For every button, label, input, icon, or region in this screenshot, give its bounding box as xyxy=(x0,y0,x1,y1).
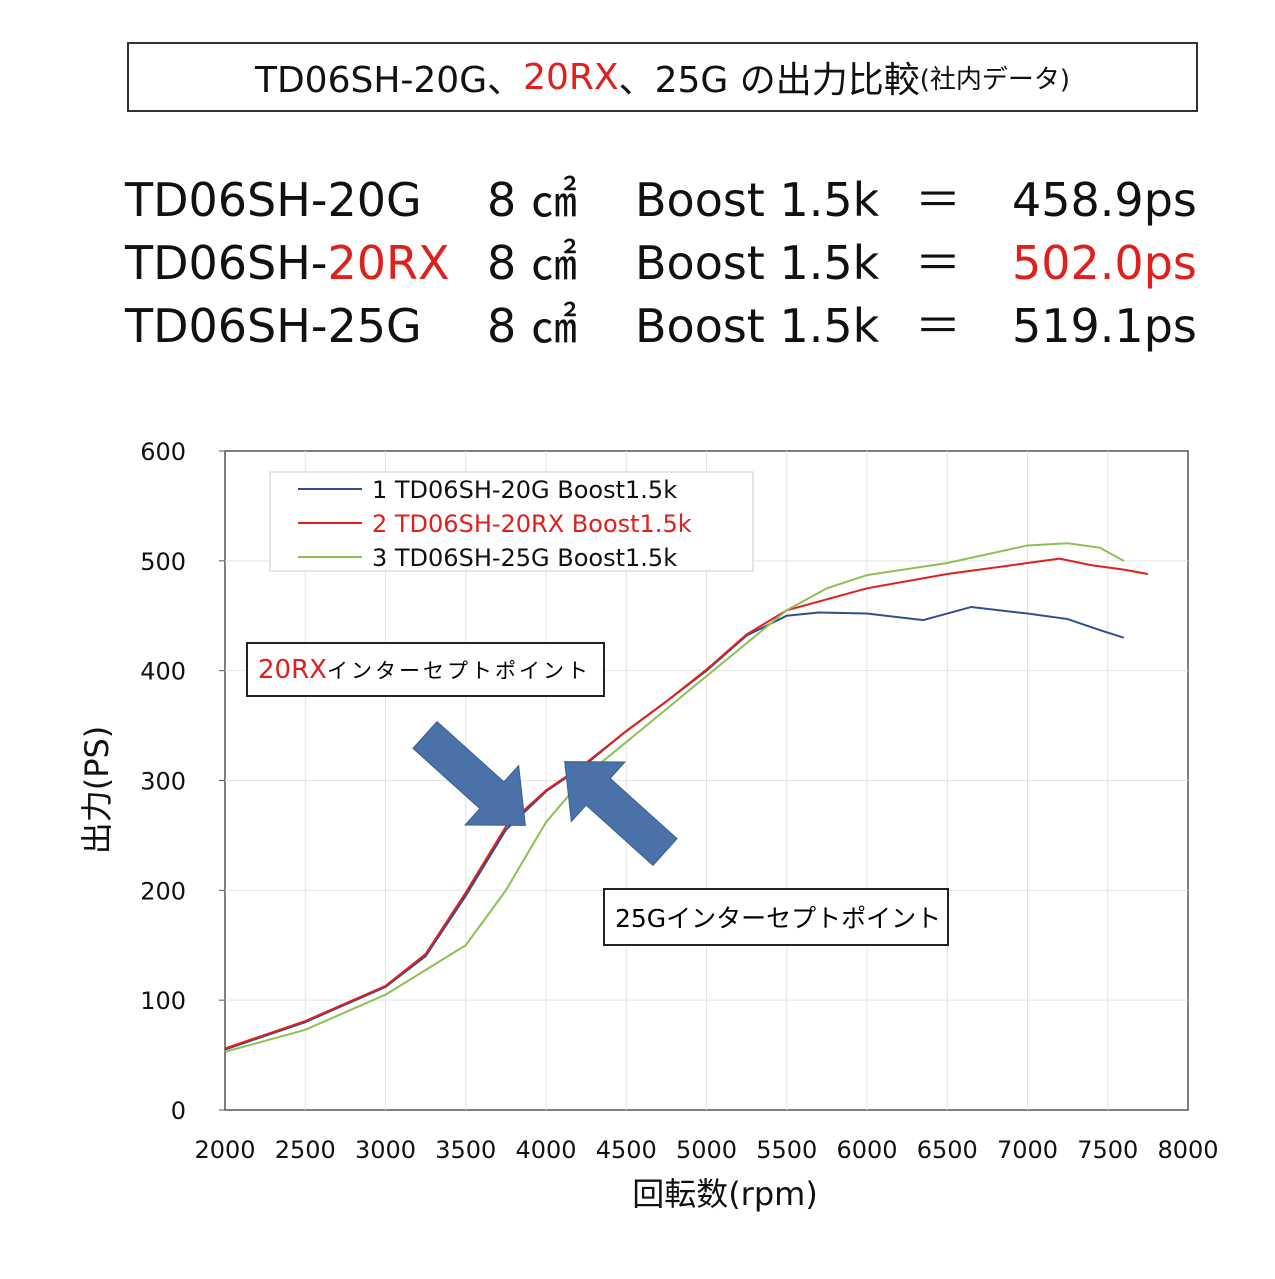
spec-model: TD06SH-25G xyxy=(125,296,422,356)
spec-model-prefix: TD06SH- xyxy=(125,299,328,353)
annotation-20rx-text: インターセプトポイント xyxy=(326,658,591,683)
spec-boost: Boost 1.5k xyxy=(635,236,880,290)
annotation-20rx-label: 20RX xyxy=(258,654,327,685)
legend-entry: 2 TD06SH-20RX Boost1.5k xyxy=(372,510,692,538)
series-line-2 xyxy=(224,557,1149,1050)
arrow-25g-icon-shape xyxy=(564,761,678,867)
annotation-20rx: 20RX インターセプトポイント xyxy=(246,642,605,697)
spec-model: TD06SH-20G xyxy=(125,170,422,230)
y-tick-label: 0 xyxy=(171,1097,186,1125)
y-tick-label: 100 xyxy=(140,987,186,1015)
page-title: TD06SH-20G、 20RX 、25G の出力比較 (社内データ) xyxy=(127,42,1198,112)
x-axis-label: 回転数(rpm) xyxy=(632,1175,818,1213)
spec-boost: Boost 1.5k xyxy=(635,173,880,227)
title-red: 20RX xyxy=(523,56,619,98)
annotation-25g-text: 25Gインターセプトポイント xyxy=(615,904,942,933)
x-tick-label: 2000 xyxy=(194,1136,255,1164)
y-axis-label: 出力(PS) xyxy=(78,726,116,855)
x-tick-label: 5000 xyxy=(676,1136,737,1164)
x-tick-label: 7000 xyxy=(997,1136,1058,1164)
spec-power: 519.1ps xyxy=(1012,299,1197,353)
title-part2: 、25G の出力比較 xyxy=(618,60,920,101)
title-part1: TD06SH-20G、 xyxy=(254,60,524,101)
x-tick-label: 3500 xyxy=(435,1136,496,1164)
x-tick-label: 4000 xyxy=(515,1136,576,1164)
x-tick-label: 3000 xyxy=(355,1136,416,1164)
y-tick-label: 400 xyxy=(140,658,186,686)
arrow-20rx-icon-shape xyxy=(412,720,526,826)
annotation-25g: 25Gインターセプトポイント xyxy=(603,888,949,946)
spec-power: 458.9ps xyxy=(1012,173,1197,227)
y-tick-label: 500 xyxy=(140,548,186,576)
spec-boost: Boost 1.5k xyxy=(635,299,880,353)
spec-area: 8 ㎠ xyxy=(487,299,577,353)
x-tick-label: 6500 xyxy=(917,1136,978,1164)
spec-eq: ＝ xyxy=(915,236,961,290)
x-tick-label: 5500 xyxy=(756,1136,817,1164)
x-tick-label: 8000 xyxy=(1157,1136,1218,1164)
series-line-3 xyxy=(224,542,1125,1053)
spec-power: 502.0ps xyxy=(1012,236,1197,290)
x-tick-label: 6000 xyxy=(836,1136,897,1164)
legend-entry: 1 TD06SH-20G Boost1.5k xyxy=(372,476,677,504)
arrow-20rx-icon xyxy=(412,720,526,826)
spec-model: TD06SH-20RX xyxy=(125,233,449,293)
arrow-25g-icon xyxy=(564,761,678,867)
y-tick-label: 600 xyxy=(140,438,186,466)
spec-eq: ＝ xyxy=(915,299,961,353)
spec-area: 8 ㎠ xyxy=(487,173,577,227)
spec-area: 8 ㎠ xyxy=(487,236,577,290)
spec-model-suffix: 20G xyxy=(327,173,422,227)
spec-model-suffix: 25G xyxy=(327,299,422,353)
x-tick-label: 2500 xyxy=(275,1136,336,1164)
legend-entry: 3 TD06SH-25G Boost1.5k xyxy=(372,544,677,572)
y-tick-label: 300 xyxy=(140,768,186,796)
y-tick-label: 200 xyxy=(140,877,186,905)
x-tick-label: 7500 xyxy=(1077,1136,1138,1164)
title-note: (社内データ) xyxy=(919,64,1071,95)
spec-model-suffix: 20RX xyxy=(327,236,450,290)
spec-model-prefix: TD06SH- xyxy=(125,236,328,290)
spec-eq: ＝ xyxy=(915,173,961,227)
spec-model-prefix: TD06SH- xyxy=(125,173,328,227)
x-tick-label: 4500 xyxy=(596,1136,657,1164)
